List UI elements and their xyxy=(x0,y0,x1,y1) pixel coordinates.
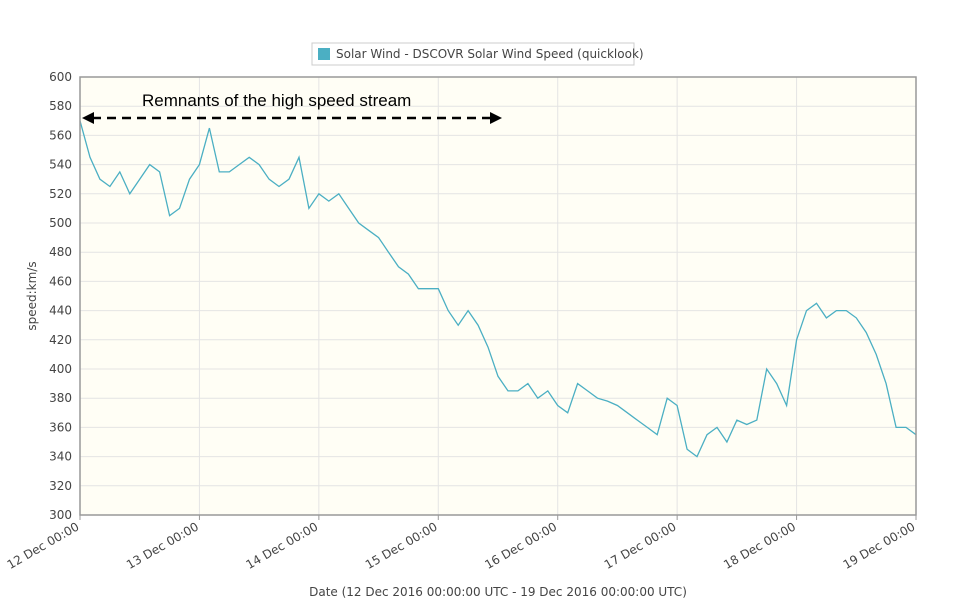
y-tick-label: 580 xyxy=(49,99,72,113)
y-tick-label: 460 xyxy=(49,274,72,288)
x-tick-label: 13 Dec 00:00 xyxy=(124,519,201,571)
annotation-arrow xyxy=(82,112,502,124)
legend-swatch xyxy=(318,48,330,60)
x-tick-label: 12 Dec 00:00 xyxy=(5,519,82,571)
y-tick-label: 380 xyxy=(49,391,72,405)
y-axis-label: speed:km/s xyxy=(25,261,39,330)
x-tick-label: 19 Dec 00:00 xyxy=(841,519,918,571)
y-tick-label: 340 xyxy=(49,450,72,464)
x-tick-label: 16 Dec 00:00 xyxy=(482,519,559,571)
y-tick-label: 520 xyxy=(49,187,72,201)
x-tick-label: 18 Dec 00:00 xyxy=(721,519,798,571)
y-tick-label: 560 xyxy=(49,128,72,142)
legend-label: Solar Wind - DSCOVR Solar Wind Speed (qu… xyxy=(336,47,644,61)
y-tick-label: 600 xyxy=(49,70,72,84)
y-tick-label: 500 xyxy=(49,216,72,230)
x-tick-label: 15 Dec 00:00 xyxy=(363,519,440,571)
data-line xyxy=(79,120,917,458)
plot-background xyxy=(80,77,916,515)
y-tick-label: 320 xyxy=(49,479,72,493)
x-tick-label: 14 Dec 00:00 xyxy=(243,519,320,571)
annotation: Remnants of the high speed stream xyxy=(142,91,411,110)
plot-frame xyxy=(79,76,917,516)
y-tick-label: 480 xyxy=(49,245,72,259)
y-tick-label: 360 xyxy=(49,420,72,434)
y-tick-label: 540 xyxy=(49,158,72,172)
y-tick-label: 420 xyxy=(49,333,72,347)
y-tick-label: 400 xyxy=(49,362,72,376)
x-tick-label: 17 Dec 00:00 xyxy=(602,519,679,571)
legend-box xyxy=(311,42,635,66)
x-axis-label: Date (12 Dec 2016 00:00:00 UTC - 19 Dec … xyxy=(309,585,687,599)
y-tick-label: 440 xyxy=(49,304,72,318)
y-tick-label: 300 xyxy=(49,508,72,522)
